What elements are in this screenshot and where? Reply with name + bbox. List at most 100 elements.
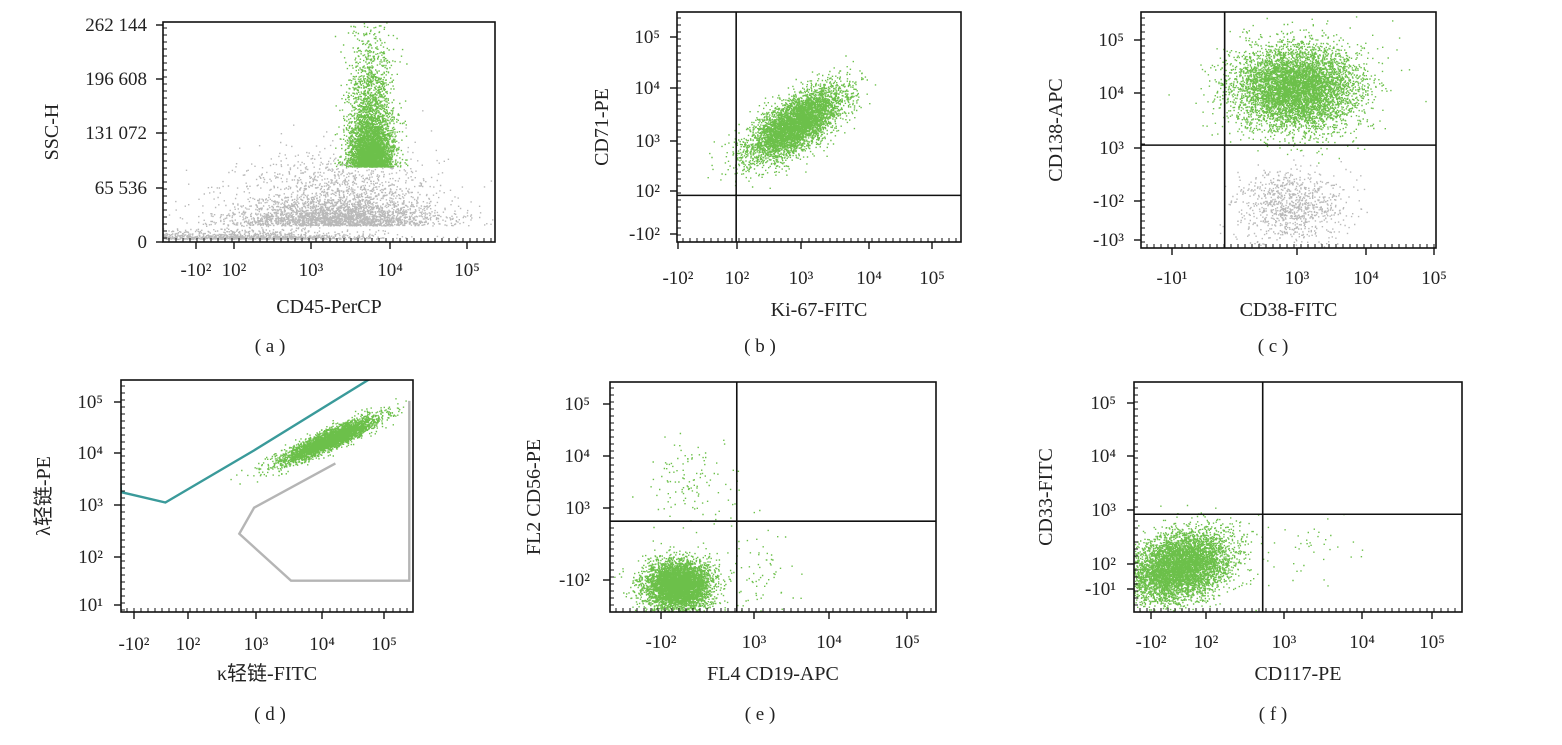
x-tick-label: 10⁵ xyxy=(894,632,920,653)
x-tick-label: 10⁵ xyxy=(1419,632,1445,653)
x-tick-label: -10² xyxy=(180,260,211,281)
x-tick-label: 10² xyxy=(222,260,247,281)
plot-frame-e xyxy=(609,381,937,613)
panel-caption: ( b ) xyxy=(744,336,776,357)
panel-caption: ( c ) xyxy=(1258,336,1289,357)
panel-caption: ( a ) xyxy=(255,336,286,357)
y-tick-label: -10² xyxy=(559,570,590,591)
x-tick-label: 10⁴ xyxy=(856,268,882,289)
x-tick-label: 10⁴ xyxy=(377,260,403,281)
minor-ticks-a xyxy=(163,27,492,242)
y-tick-label: 10¹ xyxy=(78,595,103,616)
x-tick-label: 10³ xyxy=(299,260,324,281)
x-tick-label: 10³ xyxy=(789,268,814,289)
y-axis-label: SSC-H xyxy=(41,104,63,161)
population-e-0 xyxy=(614,542,751,612)
population-c-1 xyxy=(1168,16,1427,164)
x-tick-label: 10³ xyxy=(1285,268,1310,289)
y-tick-label: 10² xyxy=(78,547,103,568)
points-c xyxy=(1168,16,1427,248)
x-tick-label: 10² xyxy=(176,634,201,655)
x-axis-label: Ki-67-FITC xyxy=(771,299,868,321)
population-a-2 xyxy=(334,22,409,168)
y-tick-label: 10⁵ xyxy=(1098,30,1124,51)
y-tick-label: 10⁴ xyxy=(1098,83,1124,104)
population-a-0 xyxy=(168,110,494,227)
y-tick-label: 10³ xyxy=(78,495,103,516)
x-tick-label: 10⁴ xyxy=(309,634,335,655)
x-tick-label: 10⁴ xyxy=(816,632,842,653)
x-tick-label: -10¹ xyxy=(1156,268,1187,289)
panel-a: -10² 10² 10³ 10⁴ 10⁵ 0 65 536 131 072 196 608 262… xyxy=(41,15,496,357)
minor-ticks-e xyxy=(610,387,932,612)
panel-caption: ( e ) xyxy=(745,704,776,725)
y-axis-label: CD71-PE xyxy=(591,88,613,166)
y-tick-label: 10² xyxy=(635,181,660,202)
y-tick-label: 10³ xyxy=(1091,500,1116,521)
x-axis-label: CD38-FITC xyxy=(1240,299,1338,321)
x-tick-label: 10⁵ xyxy=(454,260,480,281)
points-a xyxy=(163,22,494,240)
population-e-1 xyxy=(632,432,740,542)
x-tick-label: -10² xyxy=(662,268,693,289)
y-tick-label: 10² xyxy=(1091,554,1116,575)
y-tick-label: 10³ xyxy=(635,131,660,152)
x-tick-label: 10² xyxy=(1194,632,1219,653)
x-tick-label: 10⁵ xyxy=(1421,268,1447,289)
y-tick-label: 196 608 xyxy=(85,69,147,90)
points-d xyxy=(121,380,411,582)
x-tick-label: -10² xyxy=(118,634,149,655)
y-tick-label: 10⁴ xyxy=(1090,446,1116,467)
panel-d: -10² 10² 10³ 10⁴ 10⁵ 10¹ 10² 10³ 10⁴ 10⁵ κ轻链-FITC λ… xyxy=(32,379,414,725)
y-tick-label: 0 xyxy=(138,232,148,253)
points-b xyxy=(707,55,877,196)
y-tick-label: -10² xyxy=(1093,191,1124,212)
population-f-0 xyxy=(1134,504,1270,612)
y-tick-label: 10⁴ xyxy=(634,78,660,99)
minor-ticks-c xyxy=(1141,17,1435,248)
y-tick-label: 10⁴ xyxy=(564,446,590,467)
gate-d-0 xyxy=(121,380,371,504)
minor-ticks-f xyxy=(1134,387,1456,612)
x-tick-label: 10² xyxy=(725,268,750,289)
y-tick-label: 10³ xyxy=(565,498,590,519)
x-tick-label: -10² xyxy=(645,632,676,653)
x-tick-label: 10³ xyxy=(742,632,767,653)
y-tick-label: 131 072 xyxy=(85,123,147,144)
minor-ticks-d xyxy=(121,385,408,612)
x-tick-label: -10² xyxy=(1135,632,1166,653)
population-e-2 xyxy=(709,509,803,612)
plot-frame-a xyxy=(162,21,496,243)
x-tick-label: 10³ xyxy=(1272,632,1297,653)
y-axis-label: FL2 CD56-PE xyxy=(523,439,545,555)
x-axis-label: CD45-PerCP xyxy=(276,296,382,318)
x-tick-label: 10³ xyxy=(244,634,269,655)
panel-f: -10² 10² 10³ 10⁴ 10⁵ -10¹ 10² 10³ 10⁴ 10⁵ CD117-PE… xyxy=(1035,381,1463,725)
points-f xyxy=(1134,504,1364,612)
y-tick-label: 10⁴ xyxy=(77,443,103,464)
y-axis-label: CD33-FITC xyxy=(1035,448,1057,546)
panel-caption: ( d ) xyxy=(254,704,286,725)
y-tick-label: 65 536 xyxy=(95,178,147,199)
x-tick-label: 10⁵ xyxy=(919,268,945,289)
plot-frame-b xyxy=(676,11,962,243)
y-tick-label: -10¹ xyxy=(1085,579,1116,600)
y-tick-label: 10⁵ xyxy=(634,27,660,48)
y-tick-label: 262 144 xyxy=(85,15,147,36)
y-tick-label: 10⁵ xyxy=(77,392,103,413)
y-tick-label: -10³ xyxy=(1093,230,1124,251)
y-axis-label: CD138-APC xyxy=(1045,78,1067,181)
x-tick-label: 10⁴ xyxy=(1353,268,1379,289)
panel-b: -10² 10² 10³ 10⁴ 10⁵ -10² 10² 10³ 10⁴ 10⁵ Ki-67-FI… xyxy=(591,11,962,357)
panel-caption: ( f ) xyxy=(1259,704,1287,725)
y-tick-label: -10² xyxy=(629,224,660,245)
x-axis-label: FL4 CD19-APC xyxy=(707,663,839,685)
population-a-1 xyxy=(163,220,459,240)
x-axis-label: CD117-PE xyxy=(1254,663,1341,685)
plot-frame-f xyxy=(1133,381,1463,613)
y-tick-label: 10⁵ xyxy=(1090,393,1116,414)
minor-ticks-b xyxy=(677,17,957,242)
x-tick-label: 10⁵ xyxy=(371,634,397,655)
population-b-0 xyxy=(707,55,877,196)
